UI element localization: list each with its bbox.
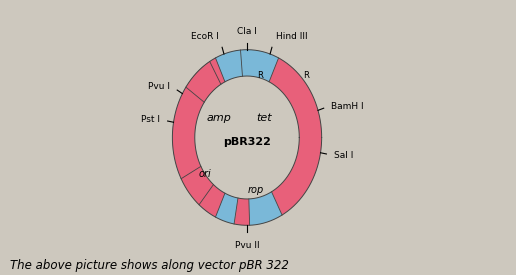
Text: amp: amp: [206, 113, 231, 123]
Text: Hind III: Hind III: [276, 32, 307, 41]
Text: tet: tet: [257, 113, 272, 123]
Text: R: R: [257, 71, 264, 79]
Text: Pst I: Pst I: [141, 115, 160, 124]
Text: Pvu II: Pvu II: [235, 241, 260, 250]
Polygon shape: [269, 58, 321, 215]
Text: ori: ori: [199, 169, 211, 179]
Polygon shape: [234, 198, 250, 225]
Text: Sal I: Sal I: [334, 151, 353, 160]
Polygon shape: [186, 61, 221, 102]
Text: R: R: [303, 71, 309, 79]
Polygon shape: [172, 87, 204, 179]
Polygon shape: [172, 58, 225, 217]
Text: EcoR I: EcoR I: [190, 32, 218, 41]
Text: Pvu I: Pvu I: [148, 82, 170, 91]
Polygon shape: [209, 50, 243, 84]
Text: pBR322: pBR322: [223, 137, 271, 147]
Polygon shape: [216, 50, 279, 82]
Text: BamH I: BamH I: [331, 101, 364, 111]
Text: The above picture shows along vector pBR 322: The above picture shows along vector pBR…: [10, 259, 289, 272]
Text: Cla I: Cla I: [237, 27, 257, 36]
Text: rop: rop: [248, 185, 264, 195]
Polygon shape: [181, 166, 214, 205]
Polygon shape: [199, 185, 238, 224]
Polygon shape: [249, 192, 282, 225]
